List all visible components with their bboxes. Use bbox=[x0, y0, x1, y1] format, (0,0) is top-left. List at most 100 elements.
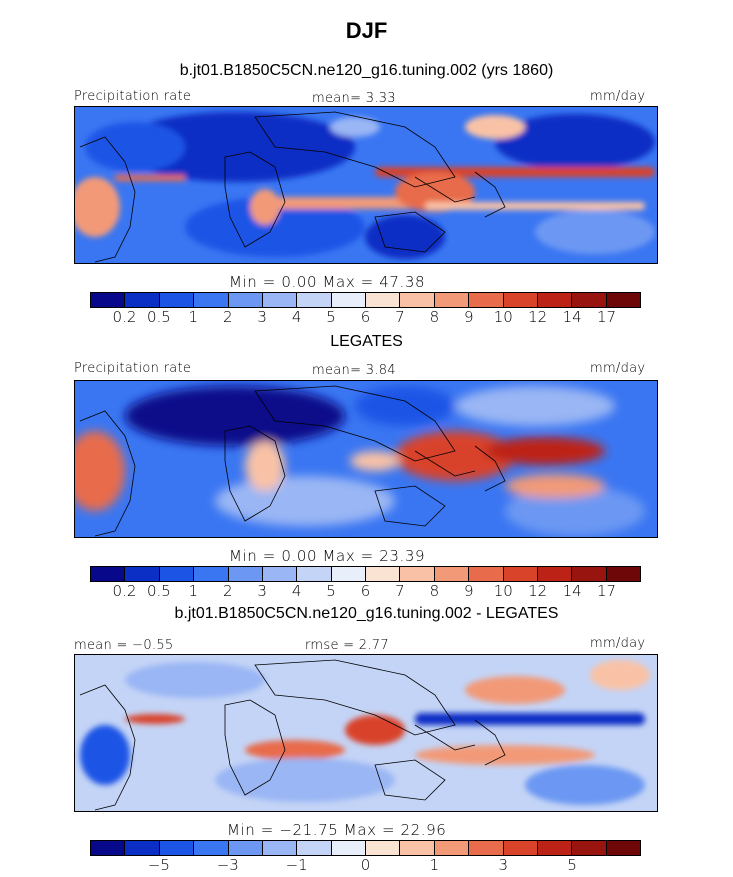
panel-2-mean-label: mean= 3.84 bbox=[312, 363, 396, 378]
colorbar-1-tick-label: 9 bbox=[464, 308, 474, 326]
colorbar-3-tick-label: 3 bbox=[498, 856, 509, 874]
colorbar-3-swatch bbox=[503, 841, 538, 855]
colorbar-3-swatch bbox=[297, 841, 332, 855]
colorbar-1-tick-label: 2 bbox=[222, 308, 233, 326]
colorbar-1-swatch bbox=[194, 293, 229, 307]
panel-1-map bbox=[74, 106, 658, 264]
colorbar-2-tick-label: 10 bbox=[493, 582, 513, 600]
colorbar-2-swatch bbox=[366, 567, 401, 581]
figure-title: DJF bbox=[345, 18, 388, 43]
colorbar-2-swatch bbox=[228, 567, 263, 581]
colorbar-3-swatch bbox=[331, 841, 366, 855]
colorbar-1-swatch bbox=[159, 293, 195, 307]
colorbar-3-swatch bbox=[469, 841, 504, 855]
colorbar-3-swatch bbox=[572, 841, 607, 855]
colorbar-2-swatch bbox=[125, 567, 160, 581]
colorbar-1-swatch bbox=[262, 293, 298, 307]
colorbar-1-swatch bbox=[434, 293, 470, 307]
colorbar-2-tick-label: 9 bbox=[464, 582, 474, 600]
colorbar-1-swatch bbox=[91, 293, 126, 307]
panel-1-variable-label: Precipitation rate bbox=[74, 89, 192, 104]
colorbar-2-tick-label: 0.2 bbox=[112, 582, 137, 600]
panel-3-title: b.jt01.B1850C5CN.ne120_g16.tuning.002 - … bbox=[174, 605, 559, 622]
colorbar-2-swatch bbox=[400, 567, 435, 581]
colorbar-3-swatch bbox=[400, 841, 435, 855]
colorbar-3-swatch bbox=[159, 841, 195, 855]
panel-2-map-svg bbox=[75, 381, 657, 537]
colorbar-2-swatch bbox=[91, 567, 126, 581]
colorbar-1-tick-label: 0.2 bbox=[112, 308, 137, 326]
colorbar-2-swatch bbox=[469, 567, 504, 581]
panel-1-units-label: mm/day bbox=[590, 89, 646, 104]
panel-3-map bbox=[74, 654, 658, 812]
panel-3-map-svg bbox=[75, 655, 657, 811]
colorbar-2-swatch bbox=[434, 567, 470, 581]
colorbar-1-swatch bbox=[228, 293, 263, 307]
colorbar-3-tick-label: −3 bbox=[216, 856, 239, 874]
panel-2-stats: Min = 0.00 Max = 23.39 bbox=[229, 547, 426, 565]
panel-1-stats: Min = 0.00 Max = 47.38 bbox=[229, 273, 426, 291]
colorbar-2-tick-label: 4 bbox=[291, 582, 302, 600]
panel-3-colorbar bbox=[90, 840, 641, 856]
colorbar-2-tick-label: 0.5 bbox=[146, 582, 171, 600]
panel-3-units-label: mm/day bbox=[590, 636, 646, 651]
colorbar-1-tick-label: 0.5 bbox=[146, 308, 171, 326]
colorbar-1-tick-label: 14 bbox=[562, 308, 582, 326]
colorbar-3-swatch bbox=[194, 841, 229, 855]
panel-2-title: LEGATES bbox=[330, 333, 403, 350]
panel-2-colorbar bbox=[90, 566, 641, 582]
colorbar-1-tick-label: 5 bbox=[326, 308, 336, 326]
colorbar-1-swatch bbox=[572, 293, 607, 307]
colorbar-2-swatch bbox=[537, 567, 573, 581]
colorbar-3-swatch bbox=[434, 841, 470, 855]
colorbar-2-swatch bbox=[606, 567, 640, 581]
colorbar-1-tick-label: 4 bbox=[291, 308, 302, 326]
panel-1-title: b.jt01.B1850C5CN.ne120_g16.tuning.002 (y… bbox=[179, 62, 554, 79]
panel-2-map bbox=[74, 380, 658, 538]
panel-3-stats: Min = −21.75 Max = 22.96 bbox=[227, 821, 447, 839]
colorbar-1-tick-label: 3 bbox=[257, 308, 267, 326]
colorbar-3-swatch bbox=[228, 841, 263, 855]
colorbar-2-tick-label: 6 bbox=[360, 582, 371, 600]
panel-1-map-svg bbox=[75, 107, 657, 263]
colorbar-1-swatch bbox=[400, 293, 435, 307]
colorbar-3-swatch bbox=[91, 841, 126, 855]
colorbar-2-swatch bbox=[572, 567, 607, 581]
panel-3-colorbar-ticks: −5 −3 −1 0 1 3 5 bbox=[0, 856, 733, 876]
colorbar-1-tick-label: 8 bbox=[429, 308, 440, 326]
colorbar-2-tick-label: 1 bbox=[188, 582, 199, 600]
colorbar-2-tick-label: 14 bbox=[562, 582, 582, 600]
colorbar-3-swatch bbox=[262, 841, 298, 855]
colorbar-2-swatch bbox=[262, 567, 298, 581]
colorbar-2-swatch bbox=[297, 567, 332, 581]
colorbar-3-swatch bbox=[606, 841, 640, 855]
colorbar-2-tick-label: 2 bbox=[222, 582, 233, 600]
colorbar-1-tick-label: 1 bbox=[188, 308, 199, 326]
colorbar-1-swatch bbox=[297, 293, 332, 307]
colorbar-2-tick-label: 8 bbox=[429, 582, 440, 600]
colorbar-1-swatch bbox=[366, 293, 401, 307]
panel-2-units-label: mm/day bbox=[590, 361, 646, 376]
colorbar-3-tick-label: −5 bbox=[147, 856, 170, 874]
colorbar-2-swatch bbox=[503, 567, 538, 581]
colorbar-2-swatch bbox=[159, 567, 195, 581]
panel-2-variable-label: Precipitation rate bbox=[74, 361, 192, 376]
panel-1-colorbar bbox=[90, 292, 641, 308]
colorbar-2-tick-label: 12 bbox=[528, 582, 548, 600]
panel-3-mean-label: mean = −0.55 bbox=[74, 638, 174, 653]
colorbar-2-swatch bbox=[194, 567, 229, 581]
colorbar-1-swatch bbox=[537, 293, 573, 307]
colorbar-1-swatch bbox=[469, 293, 504, 307]
colorbar-1-swatch bbox=[331, 293, 366, 307]
colorbar-1-tick-label: 10 bbox=[493, 308, 513, 326]
colorbar-3-tick-label: −1 bbox=[285, 856, 308, 874]
colorbar-2-tick-label: 7 bbox=[395, 582, 405, 600]
colorbar-1-tick-label: 17 bbox=[597, 308, 617, 326]
colorbar-1-swatch bbox=[606, 293, 640, 307]
colorbar-1-swatch bbox=[125, 293, 160, 307]
panel-3-rmse-label: rmse = 2.77 bbox=[305, 638, 389, 653]
colorbar-3-swatch bbox=[125, 841, 160, 855]
colorbar-3-tick-label: 1 bbox=[429, 856, 440, 874]
colorbar-2-tick-label: 5 bbox=[326, 582, 336, 600]
panel-1-colorbar-ticks: 0.2 0.5 1 2 3 4 5 6 7 8 9 10 12 14 17 bbox=[0, 308, 733, 328]
